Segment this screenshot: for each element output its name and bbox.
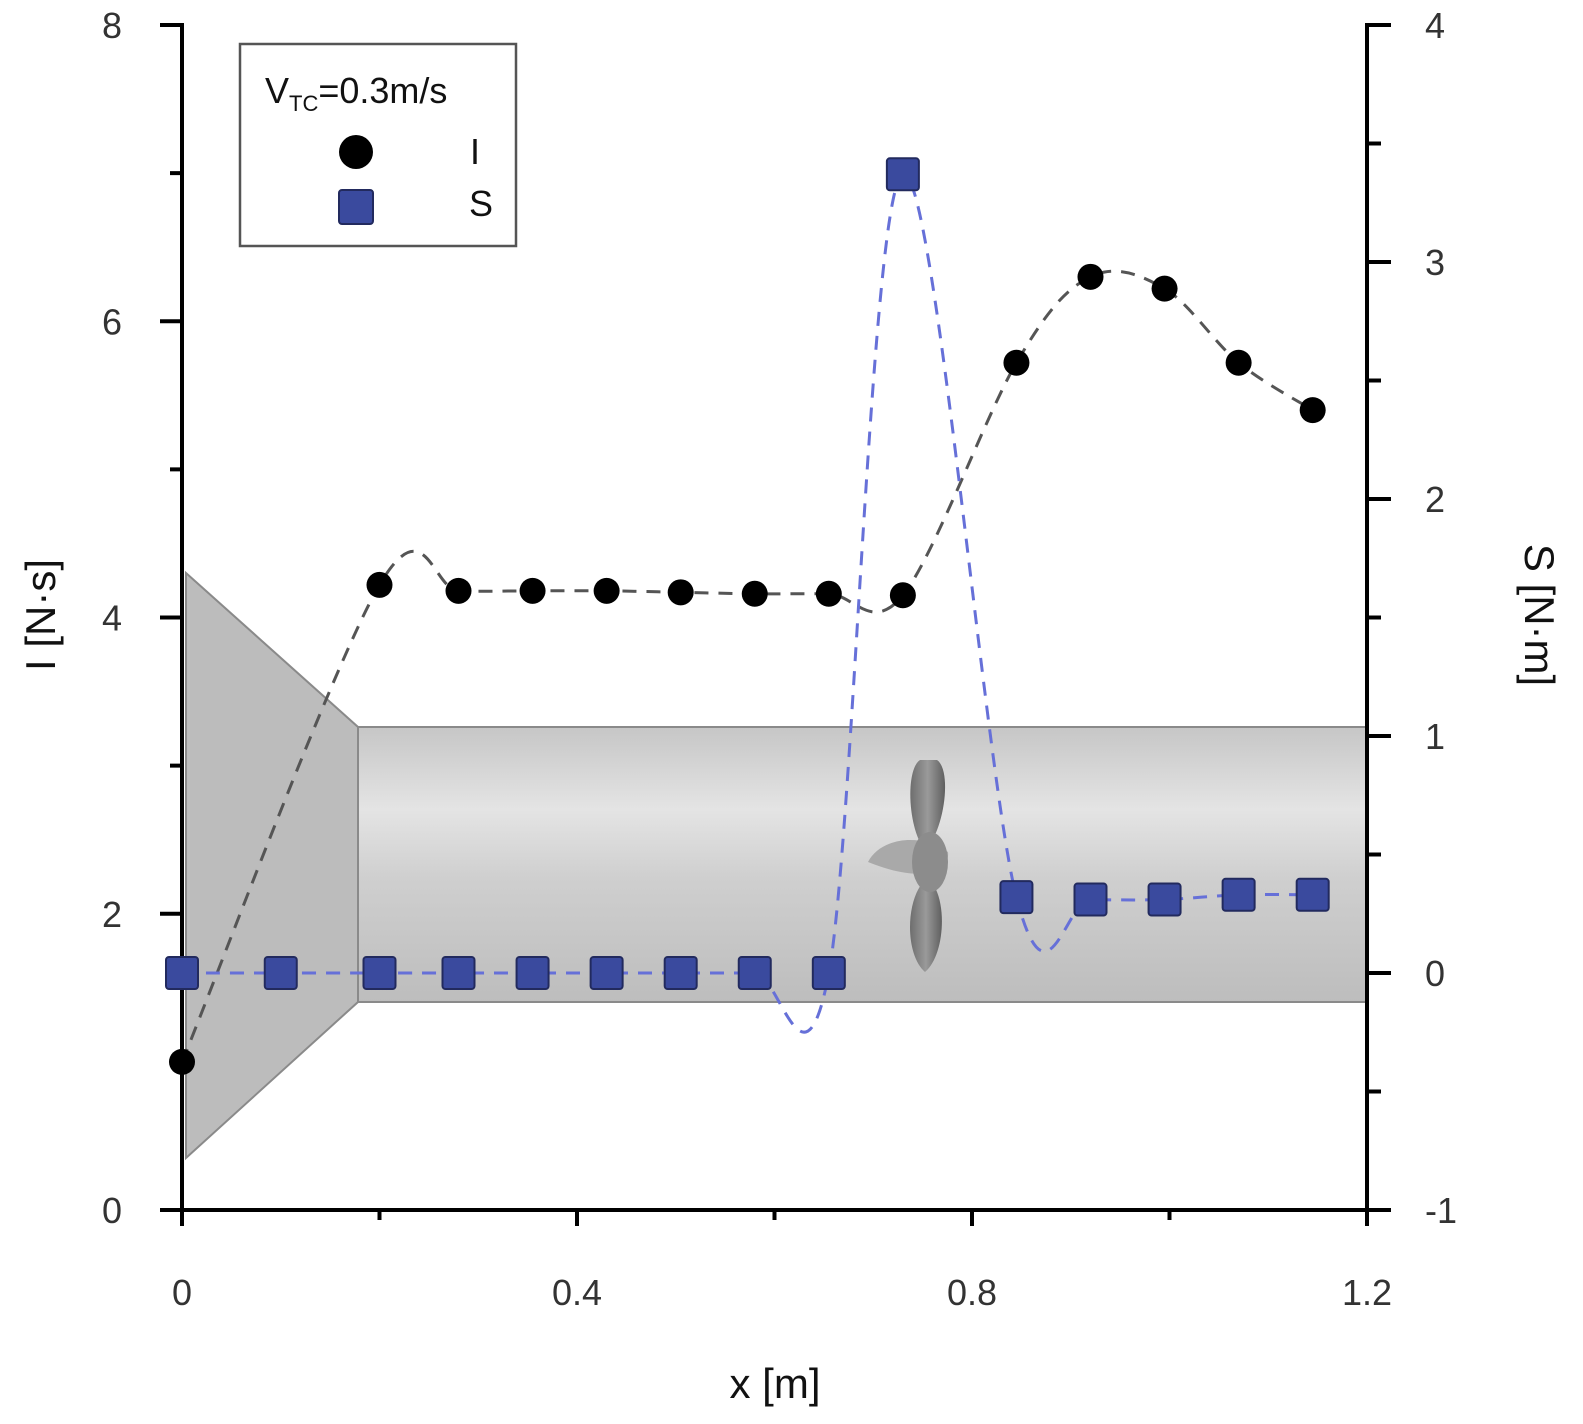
series-I-point bbox=[1299, 397, 1326, 424]
series-I-line bbox=[180, 269, 1314, 1063]
series-S-markers bbox=[165, 157, 1330, 990]
right-y-axis-label: S [N·m] bbox=[1516, 544, 1563, 686]
series-S-point bbox=[441, 956, 476, 990]
legend-S-marker bbox=[338, 189, 374, 225]
duct-illustration bbox=[185, 570, 1368, 1161]
legend-title-sub: TC bbox=[289, 91, 318, 116]
series-S-point bbox=[663, 956, 698, 990]
series-I-point bbox=[519, 577, 546, 604]
series-I-point bbox=[445, 577, 472, 604]
y-left-tick-label: 0 bbox=[102, 1190, 122, 1231]
series-I-point bbox=[1077, 263, 1104, 290]
y-right-tick-label: 1 bbox=[1425, 716, 1445, 757]
y-right-tick-label: 4 bbox=[1425, 5, 1445, 46]
legend-title-rest: =0.3m/s bbox=[318, 70, 447, 111]
x-axis-label: x [m] bbox=[730, 1360, 821, 1407]
y-left-tick-label: 4 bbox=[102, 598, 122, 639]
series-S-point bbox=[885, 157, 920, 192]
legend-S-label: S bbox=[469, 183, 493, 224]
propeller-icon bbox=[868, 760, 949, 972]
duct-tube bbox=[357, 726, 1368, 1003]
series-S-point bbox=[811, 956, 846, 990]
y-right-tick-label: 3 bbox=[1425, 242, 1445, 283]
series-I-point bbox=[1003, 349, 1030, 376]
series-I-point bbox=[169, 1048, 195, 1075]
y-left-tick-label: 6 bbox=[102, 301, 122, 342]
duct-inlet-cone bbox=[185, 570, 359, 1161]
y-right-tick-label: 2 bbox=[1425, 479, 1445, 520]
y-right-tick-label: 0 bbox=[1425, 953, 1445, 994]
series-I-point bbox=[366, 571, 393, 598]
series-S-point bbox=[737, 956, 772, 990]
x-tick-label: 0.4 bbox=[552, 1272, 602, 1313]
series-S-point bbox=[165, 956, 199, 990]
legend-I-label: I bbox=[470, 131, 480, 172]
series-S-point bbox=[1147, 882, 1182, 917]
series-S-point bbox=[263, 956, 298, 990]
series-I-point bbox=[815, 580, 842, 607]
legend-title: VTC=0.3m/s bbox=[265, 70, 447, 116]
x-tick-label: 1.2 bbox=[1342, 1272, 1392, 1313]
legend-title-main: V bbox=[265, 70, 289, 111]
series-I-point bbox=[889, 582, 916, 609]
x-tick-label: 0.8 bbox=[947, 1272, 997, 1313]
series-S-point bbox=[515, 956, 550, 990]
series-I-point bbox=[1225, 349, 1252, 376]
y-right-tick-label: -1 bbox=[1425, 1190, 1457, 1231]
y-left-tick-label: 2 bbox=[102, 894, 122, 935]
series-S-point bbox=[589, 956, 624, 990]
series-S-point bbox=[1295, 877, 1330, 912]
series-S-point bbox=[1073, 882, 1108, 917]
series-I-point bbox=[741, 580, 768, 607]
series-S-point bbox=[999, 880, 1034, 915]
tick-labels: 0 0.4 0.8 1.2 0 2 4 6 8 -1 0 1 2 3 4 bbox=[102, 5, 1457, 1313]
series-I-point bbox=[1151, 275, 1178, 302]
legend-I-marker bbox=[339, 135, 373, 169]
legend-box bbox=[238, 42, 518, 248]
legend: VTC=0.3m/s I S bbox=[238, 42, 518, 248]
left-y-axis-label: I [N·s] bbox=[17, 559, 64, 671]
ticks bbox=[160, 23, 1391, 1226]
y-left-tick-label: 8 bbox=[102, 5, 122, 46]
series-I-markers bbox=[169, 263, 1326, 1075]
series-I-point bbox=[593, 577, 620, 604]
series-S-point bbox=[1221, 877, 1256, 912]
series-I-point bbox=[667, 579, 694, 606]
x-tick-label: 0 bbox=[172, 1272, 192, 1313]
series-S-point bbox=[362, 956, 397, 990]
